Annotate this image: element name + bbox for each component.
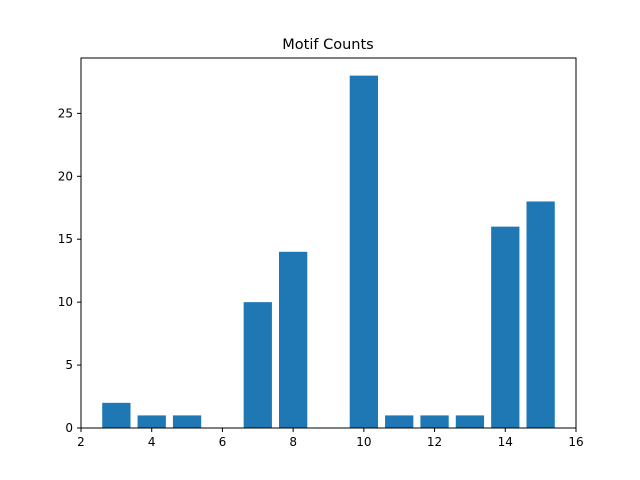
x-tick-label: 6	[219, 435, 227, 449]
x-tick-label: 16	[568, 435, 583, 449]
y-tick-label: 5	[65, 358, 73, 372]
bar-x-8	[279, 251, 308, 428]
x-tick-label: 8	[289, 435, 297, 449]
y-tick-label: 0	[65, 421, 73, 435]
x-tick-label: 2	[77, 435, 85, 449]
bars-group	[102, 75, 555, 428]
bar-x-3	[102, 402, 131, 428]
bar-x-10	[349, 75, 378, 428]
bar-x-11	[385, 415, 414, 428]
y-axis-ticks: 0 5 10 15 20 25	[58, 106, 81, 435]
bar-x-7	[243, 302, 272, 428]
chart-title: Motif Counts	[282, 37, 373, 53]
bar-x-15	[526, 201, 555, 428]
bar-x-4	[137, 415, 166, 428]
bar-x-5	[172, 415, 202, 428]
y-tick-label: 20	[58, 169, 73, 183]
y-tick-label: 10	[58, 295, 73, 309]
bar-x-12	[420, 415, 449, 428]
y-tick-label: 15	[58, 232, 73, 246]
x-tick-label: 14	[498, 435, 513, 449]
bar-x-13	[455, 415, 485, 428]
x-tick-label: 12	[427, 435, 442, 449]
plot-frame	[80, 57, 577, 429]
y-tick-label: 25	[58, 106, 73, 120]
x-tick-label: 4	[148, 435, 156, 449]
bar-x-14	[491, 226, 520, 428]
x-tick-label: 10	[356, 435, 371, 449]
x-axis-ticks: 2 4 6 8 10 12 14 16	[77, 428, 584, 449]
